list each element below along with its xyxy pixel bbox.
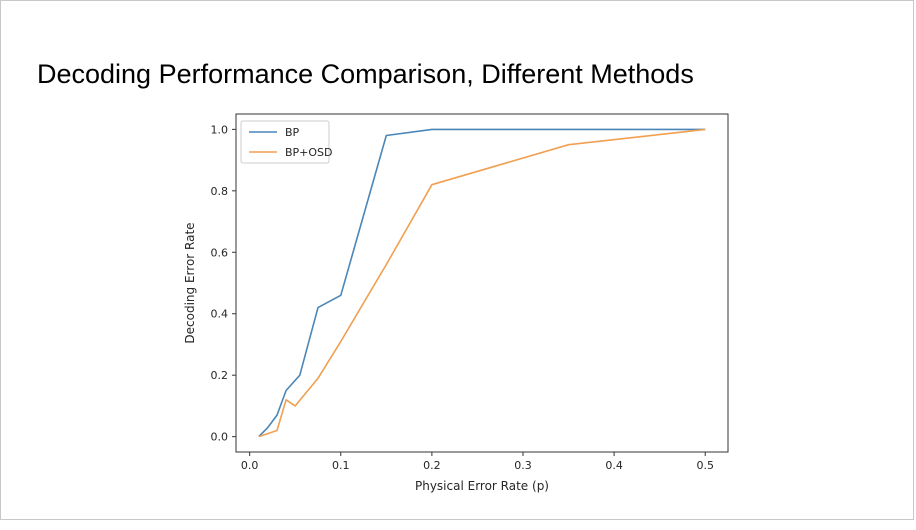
y-tick-label: 0.2 (211, 369, 229, 382)
y-tick-label: 0.0 (211, 431, 229, 444)
legend: BP BP+OSD (240, 120, 333, 164)
axis-ticks: 0.0 0.1 0.2 0.3 0.4 0.5 0.0 0.2 0.4 0.6 0.8 1.0 (211, 123, 714, 472)
series-line-bp-osd (258, 128, 706, 438)
line-chart: 0.0 0.1 0.2 0.3 0.4 0.5 0.0 0.2 0.4 0.6 0.8 1.0 Phy… (183, 113, 729, 493)
series-line-bp (258, 128, 706, 438)
x-axis-label: Physical Error Rate (p) (415, 479, 549, 493)
legend-label-bp: BP (285, 126, 300, 139)
x-tick-label: 0.2 (423, 459, 441, 472)
x-tick-label: 0.5 (696, 459, 714, 472)
series-lines (258, 128, 706, 438)
y-tick-label: 0.6 (211, 246, 229, 259)
y-axis-label: Decoding Error Rate (183, 222, 197, 343)
x-tick-label: 0.3 (514, 459, 532, 472)
y-tick-label: 1.0 (211, 123, 229, 136)
legend-label-bp-osd: BP+OSD (285, 146, 333, 159)
x-tick-label: 0.1 (332, 459, 350, 472)
y-tick-label: 0.4 (211, 308, 229, 321)
x-tick-label: 0.0 (241, 459, 259, 472)
x-tick-label: 0.4 (605, 459, 623, 472)
plot-frame (235, 113, 729, 453)
slide: Decoding Performance Comparison, Differe… (0, 0, 914, 520)
y-tick-label: 0.8 (211, 185, 229, 198)
slide-title: Decoding Performance Comparison, Differe… (37, 59, 694, 89)
